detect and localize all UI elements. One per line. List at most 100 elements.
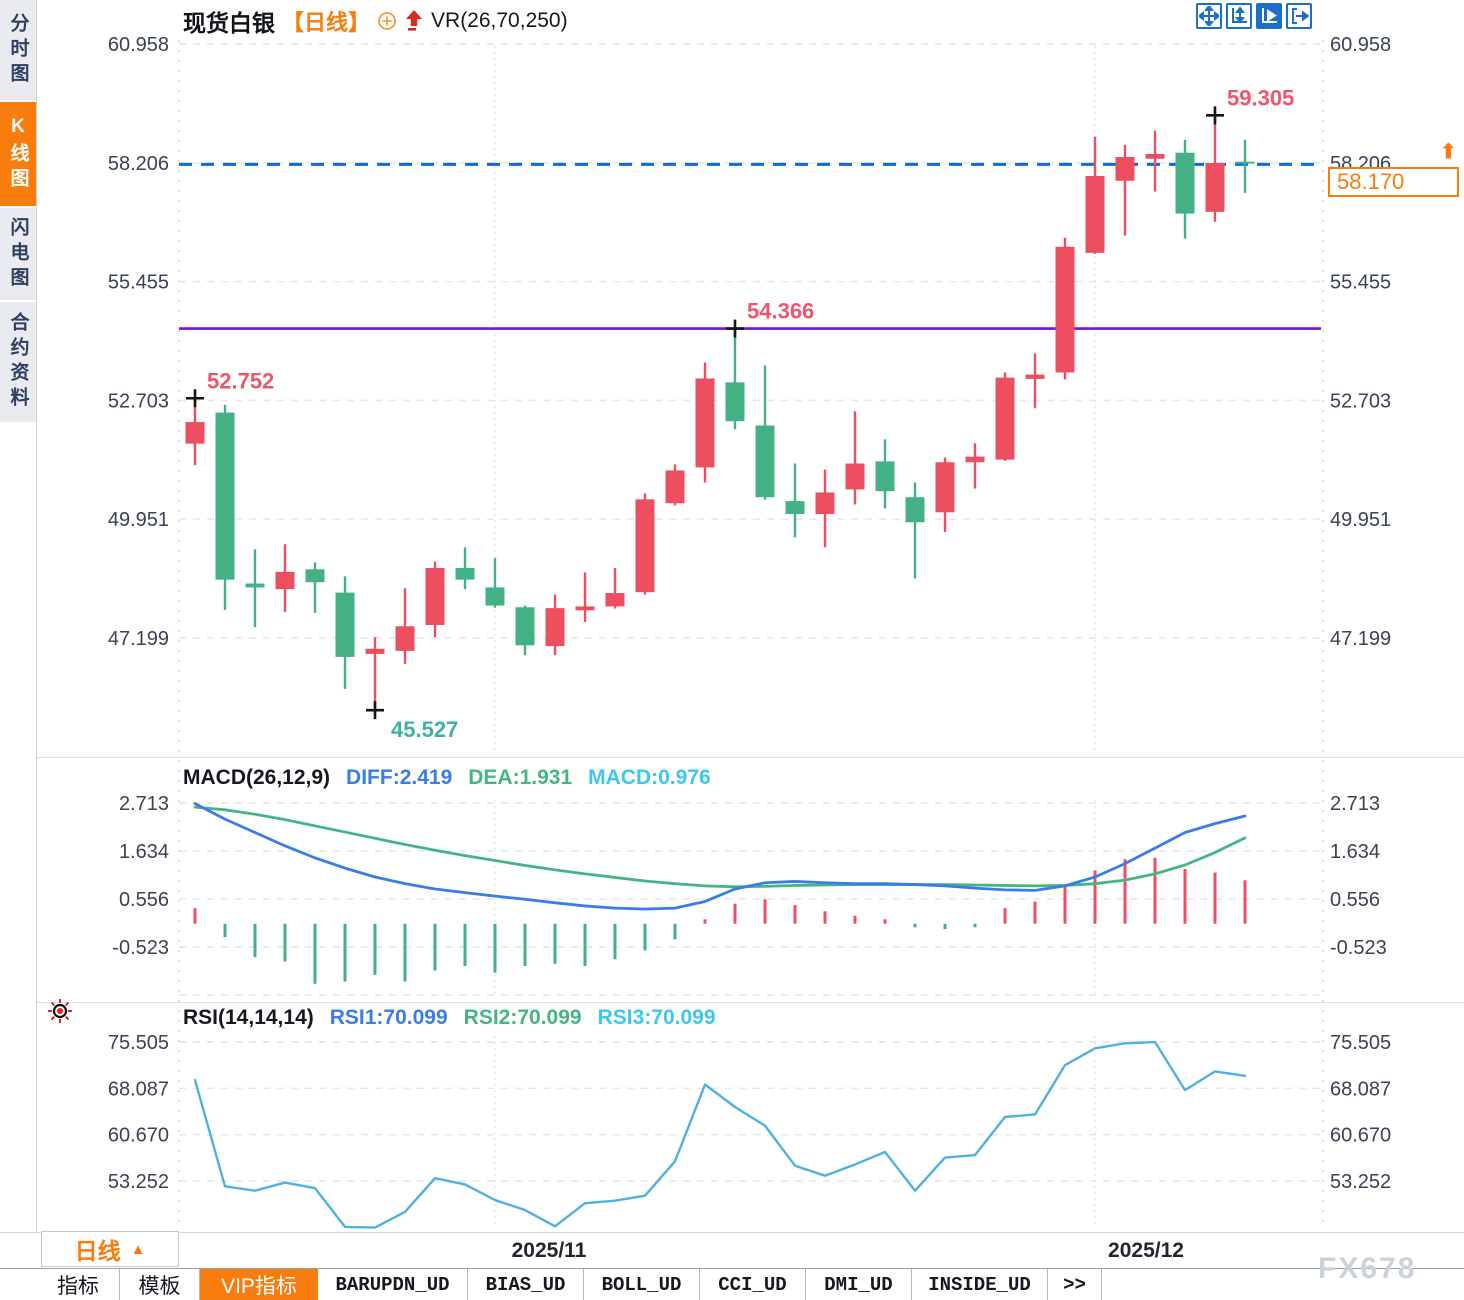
indicator-name: MACD(26,12,9): [183, 766, 331, 789]
diff-line: [193, 802, 1247, 911]
indicator-value: RSI1:70.099: [329, 1006, 448, 1029]
axis-label: 60.670: [1330, 1125, 1391, 1147]
indicator-name: RSI(14,14,14): [183, 1006, 314, 1029]
period-selector-label: 日线: [74, 1238, 121, 1264]
candle: [365, 648, 385, 654]
candle: [695, 378, 715, 468]
axis-label: 55.455: [108, 272, 169, 294]
overlay-indicator-label: VR(26,70,250): [431, 9, 568, 32]
candle: [485, 587, 505, 606]
axis-label: -0.523: [1330, 937, 1387, 959]
indicator-value: RSI2:70.099: [463, 1006, 582, 1029]
candle: [275, 571, 295, 590]
axis-label: 52.703: [108, 390, 169, 412]
indicator-value: DIFF:2.419: [346, 766, 453, 789]
axis-label: 68.087: [108, 1078, 169, 1100]
period-tag: 【日线】: [282, 10, 371, 35]
corner-cell: [0, 1268, 37, 1300]
tab-指标[interactable]: 指标: [37, 1269, 120, 1300]
bottom-tab-bar: 指标 模板 VIP指标 BARUPDN_UD BIAS_UD BOLL_UD CCI_UD D…: [37, 1268, 1464, 1300]
axis-label: 55.455: [1330, 272, 1391, 294]
tab-CCI_UD[interactable]: CCI_UD: [700, 1269, 806, 1300]
axis-label: 60.958: [1330, 34, 1391, 56]
scroll-latest-arrow-icon[interactable]: ⬆: [1440, 141, 1457, 163]
sidebar-item-2[interactable]: K线图: [0, 102, 36, 208]
axis-label: 52.703: [1330, 390, 1391, 412]
tab-模板[interactable]: 模板: [120, 1269, 200, 1300]
candle: [665, 470, 685, 504]
candle: [815, 492, 835, 515]
candle: [935, 462, 955, 513]
axis-play-icon[interactable]: [1256, 3, 1282, 29]
candle: [605, 593, 625, 607]
axis-range-icon[interactable]: [1226, 3, 1252, 29]
axis-label: -0.523: [112, 937, 169, 959]
candle: [785, 501, 805, 515]
candle: [545, 608, 565, 647]
date-label: 2025/11: [511, 1239, 587, 1262]
candle: [635, 499, 655, 593]
axis-label: 68.087: [1330, 1078, 1391, 1100]
sidebar-item-1[interactable]: 分时图: [0, 0, 36, 102]
period-selector-button[interactable]: 日线 ▲: [41, 1231, 179, 1267]
indicator-settings-icon[interactable]: [46, 997, 74, 1030]
tab-DMI_UD[interactable]: DMI_UD: [806, 1269, 912, 1300]
candle: [575, 606, 595, 611]
candle: [1085, 176, 1105, 253]
exit-right-icon[interactable]: [1286, 3, 1312, 29]
vr-up-arrow-icon: [404, 9, 424, 33]
current-price-tag: 58.170: [1328, 167, 1459, 197]
chevron-up-icon: ▲: [130, 1240, 146, 1258]
tab-BOLL_UD[interactable]: BOLL_UD: [584, 1269, 700, 1300]
indicator-value: RSI3:70.099: [597, 1006, 716, 1029]
candle: [725, 382, 745, 422]
chart-header: 现货白银 【日线】 VR(26,70,250): [183, 4, 568, 38]
axis-label: 75.505: [108, 1032, 169, 1054]
axis-label: 0.556: [119, 889, 169, 911]
candle: [995, 377, 1015, 460]
candle: [755, 425, 775, 498]
candle: [515, 607, 535, 646]
tab-BARUPDN_UD[interactable]: BARUPDN_UD: [318, 1269, 468, 1300]
panel-separator: [37, 1002, 1464, 1003]
tab-BIAS_UD[interactable]: BIAS_UD: [468, 1269, 584, 1300]
time-axis: 日线 ▲ 2025/11 2025/12: [37, 1231, 1464, 1268]
add-indicator-icon[interactable]: [377, 11, 397, 31]
candle: [845, 463, 865, 490]
sidebar-item-label: 合约资料: [7, 312, 29, 412]
axis-label: 49.951: [1330, 509, 1391, 531]
candle: [965, 456, 985, 463]
rsi-label-row: RSI(14,14,14) RSI1:70.099 RSI2:70.099 RSI3:…: [183, 1006, 716, 1030]
axis-label: 58.206: [108, 153, 169, 175]
candle: [1235, 161, 1255, 164]
candle: [1025, 374, 1045, 379]
price-annotation: 54.366: [747, 299, 814, 324]
sidebar-item-3[interactable]: 闪电图: [0, 208, 36, 302]
axis-label: 47.199: [108, 628, 169, 650]
dea-line: [193, 805, 1247, 889]
chart-toolbar: [1196, 3, 1312, 29]
corner-cell: [0, 1232, 37, 1268]
candle: [455, 567, 475, 580]
candle: [1055, 246, 1075, 373]
tab-VIP指标[interactable]: VIP指标: [200, 1269, 318, 1300]
tab-INSIDE_UD[interactable]: INSIDE_UD: [912, 1269, 1048, 1300]
price-annotation: 52.752: [207, 368, 274, 393]
tab->>[interactable]: >>: [1048, 1269, 1102, 1300]
sidebar-item-4[interactable]: 合约资料: [0, 302, 36, 424]
candle: [905, 497, 925, 523]
panel-separator: [37, 757, 1464, 758]
pan-icon[interactable]: [1196, 3, 1222, 29]
axis-label: 1.634: [1330, 841, 1380, 863]
candle: [1175, 152, 1195, 214]
candle: [305, 569, 325, 583]
left-sidebar: 分时图 K线图 闪电图合约资料: [0, 0, 37, 1300]
price-annotation: 59.305: [1227, 85, 1294, 110]
watermark: FX678: [1318, 1252, 1417, 1285]
indicator-value: DEA:1.931: [468, 766, 573, 789]
axis-label: 53.252: [108, 1171, 169, 1193]
candle: [1145, 153, 1165, 159]
axis-label: 47.199: [1330, 628, 1391, 650]
chart-area[interactable]: 60.958 60.958 58.206 58.206 55.455 55.455 52.7…: [37, 0, 1464, 1232]
